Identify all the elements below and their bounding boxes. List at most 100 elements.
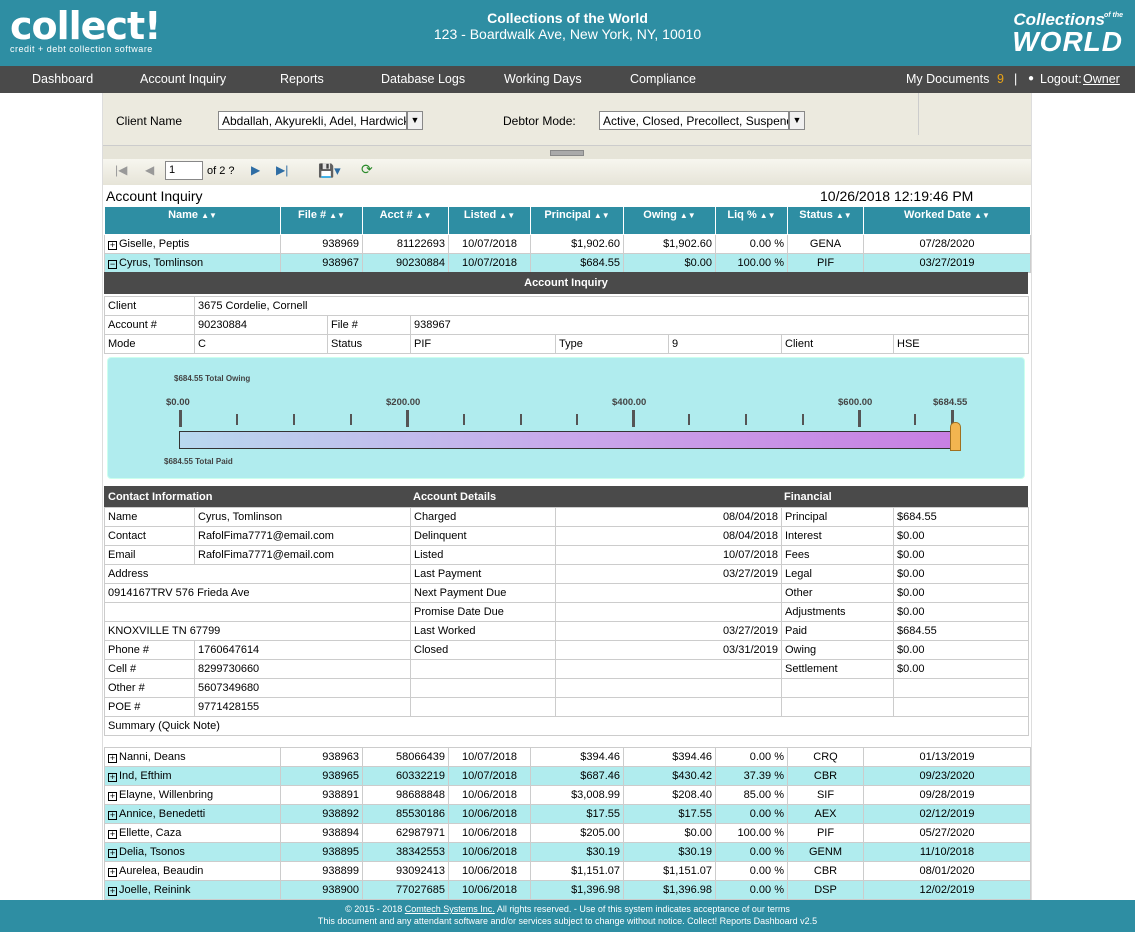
table-row[interactable]: + Aurelea, Beaudin 938899 93092413 10/06/201… xyxy=(104,861,1031,881)
contact-cell: KNOXVILLE TN 67799 xyxy=(104,621,411,641)
worked-date-cell: 12/02/2019 xyxy=(863,880,1031,900)
status-cell: CBR xyxy=(787,861,864,881)
col-name[interactable]: Name ▲▼ xyxy=(104,206,281,235)
debtor-name[interactable]: Giselle, Peptis xyxy=(119,238,190,250)
client-label: Client xyxy=(104,296,195,316)
debtor-name[interactable]: Nanni, Deans xyxy=(119,751,186,763)
total-owing-label: $684.55 Total Owing xyxy=(174,374,251,383)
nav-reports[interactable]: Reports xyxy=(280,72,324,86)
liq-cell: 0.00 % xyxy=(715,861,788,881)
table-row[interactable]: + Annice, Benedetti 938892 85530186 10/06/20… xyxy=(104,804,1031,824)
acct-cell: 38342553 xyxy=(362,842,449,862)
debtor-name[interactable]: Elayne, Willenbring xyxy=(119,789,214,801)
debtor-name[interactable]: Aurelea, Beaudin xyxy=(119,865,204,877)
page-number-input[interactable]: 1 xyxy=(165,161,203,180)
chevron-down-icon[interactable]: ▼ xyxy=(407,111,423,130)
splitter-grip[interactable] xyxy=(550,150,584,156)
client2-label: Client xyxy=(781,334,894,354)
contact-cell: Email xyxy=(104,545,195,565)
file-cell: 938891 xyxy=(280,785,363,805)
table-row[interactable]: + Nanni, Deans 938963 58066439 10/07/2018 $39… xyxy=(104,747,1031,767)
debtor-name[interactable]: Ind, Efthim xyxy=(119,770,172,782)
account-detail-label: Delinquent xyxy=(410,526,556,546)
table-row[interactable]: + Elayne, Willenbring 938891 98688848 10/06/… xyxy=(104,785,1031,805)
expand-icon[interactable]: + xyxy=(108,810,117,820)
expand-icon[interactable]: + xyxy=(108,240,117,250)
expand-icon[interactable]: + xyxy=(108,753,117,763)
gauge-tick xyxy=(293,414,295,425)
user-name-link[interactable]: Owner xyxy=(1083,72,1120,86)
liq-cell: 0.00 % xyxy=(715,747,788,767)
expand-icon[interactable]: + xyxy=(108,772,117,782)
sort-icon: ▲▼ xyxy=(329,211,345,220)
col-listed[interactable]: Listed ▲▼ xyxy=(448,206,531,235)
footer-notice: This document and any attendant software… xyxy=(317,916,818,926)
account-detail-value xyxy=(555,602,782,622)
expand-icon[interactable]: + xyxy=(108,791,117,801)
contact-cell: 0914167TRV 576 Frieda Ave xyxy=(104,583,411,603)
financial-value: $0.00 xyxy=(893,602,1029,622)
expand-icon[interactable]: + xyxy=(108,848,117,858)
table-row[interactable]: + Giselle, Peptis 938969 81122693 10/07/2018… xyxy=(104,234,1031,254)
debtor-mode-select[interactable]: Active, Closed, Precollect, Suspended xyxy=(599,111,789,130)
nav-compliance[interactable]: Compliance xyxy=(630,72,697,86)
nav-database-logs[interactable]: Database Logs xyxy=(381,72,466,86)
footer-company-link[interactable]: Comtech Systems Inc. xyxy=(404,904,495,914)
table-row[interactable]: + Joelle, Reinink 938900 77027685 10/06/2018… xyxy=(104,880,1031,900)
debtor-name[interactable]: Joelle, Reinink xyxy=(119,884,191,896)
client-name-label: Client Name xyxy=(116,114,183,128)
gauge-tick-label-600: $600.00 xyxy=(838,397,873,408)
gauge-tick xyxy=(914,414,916,425)
contact-cell: RafolFima7771@email.com xyxy=(194,526,411,546)
gauge-tick xyxy=(745,414,747,425)
col-status[interactable]: Status ▲▼ xyxy=(787,206,864,235)
table-row[interactable]: + Ellette, Caza 938894 62987971 10/06/2018 $2… xyxy=(104,823,1031,843)
debtor-name[interactable]: Cyrus, Tomlinson xyxy=(119,257,204,269)
col-principal[interactable]: Principal ▲▼ xyxy=(530,206,624,235)
next-page-icon[interactable]: ▶ xyxy=(251,163,261,177)
logout-label[interactable]: Logout: xyxy=(1040,72,1082,86)
col-worked-date[interactable]: Worked Date ▲▼ xyxy=(863,206,1031,235)
table-row[interactable]: + Delia, Tsonos 938895 38342553 10/06/2018 $3… xyxy=(104,842,1031,862)
refresh-icon[interactable]: ⟳ xyxy=(361,161,373,177)
debtor-name[interactable]: Annice, Benedetti xyxy=(119,808,206,820)
my-documents-link[interactable]: My Documents xyxy=(906,72,990,86)
client-name-select[interactable]: Abdallah, Akyurekli, Adel, Hardwick xyxy=(218,111,407,130)
panel-splitter[interactable] xyxy=(103,145,1031,159)
table-row[interactable]: + Ind, Efthim 938965 60332219 10/07/2018 $687… xyxy=(104,766,1031,786)
nav-working-days[interactable]: Working Days xyxy=(504,72,582,86)
status-cell: GENM xyxy=(787,842,864,862)
acct-cell: 77027685 xyxy=(362,880,449,900)
empty-cell xyxy=(410,678,556,698)
debtor-name[interactable]: Delia, Tsonos xyxy=(119,846,185,858)
sort-icon: ▲▼ xyxy=(835,211,852,220)
col-owing[interactable]: Owing ▲▼ xyxy=(623,206,716,235)
prev-page-icon[interactable]: ◀ xyxy=(145,163,155,177)
contact-header: Contact Information xyxy=(108,491,213,503)
sort-icon: ▲▼ xyxy=(593,211,610,220)
expand-icon[interactable]: + xyxy=(108,886,117,896)
listed-cell: 10/07/2018 xyxy=(448,253,531,273)
total-paid-label: $684.55 Total Paid xyxy=(164,457,233,466)
financial-value: $0.00 xyxy=(893,526,1029,546)
debtor-name[interactable]: Ellette, Caza xyxy=(119,827,182,839)
table-row[interactable]: − Cyrus, Tomlinson 938967 90230884 10/07/201… xyxy=(104,253,1031,273)
nav-dashboard[interactable]: Dashboard xyxy=(32,72,94,86)
col-acct[interactable]: Acct # ▲▼ xyxy=(362,206,449,235)
footer-terms: All rights reserved. - Use of this syste… xyxy=(496,904,790,914)
nav-account-inquiry[interactable]: Account Inquiry xyxy=(140,72,227,86)
last-page-icon[interactable]: ▶| xyxy=(276,163,289,177)
name-cell: + Elayne, Willenbring xyxy=(104,785,281,805)
expand-icon[interactable]: + xyxy=(108,867,117,877)
col-liq[interactable]: Liq % ▲▼ xyxy=(715,206,788,235)
save-export-icon[interactable]: 💾▾ xyxy=(318,163,341,178)
financial-value: $0.00 xyxy=(893,659,1029,679)
collapse-icon[interactable]: − xyxy=(108,259,117,269)
account-detail-value: 03/27/2019 xyxy=(555,564,782,584)
expand-icon[interactable]: + xyxy=(108,829,117,839)
col-file[interactable]: File # ▲▼ xyxy=(280,206,363,235)
first-page-icon[interactable]: |◀ xyxy=(115,163,128,177)
financial-value: $0.00 xyxy=(893,564,1029,584)
content-border-left xyxy=(102,93,103,900)
chevron-down-icon[interactable]: ▼ xyxy=(789,111,805,130)
